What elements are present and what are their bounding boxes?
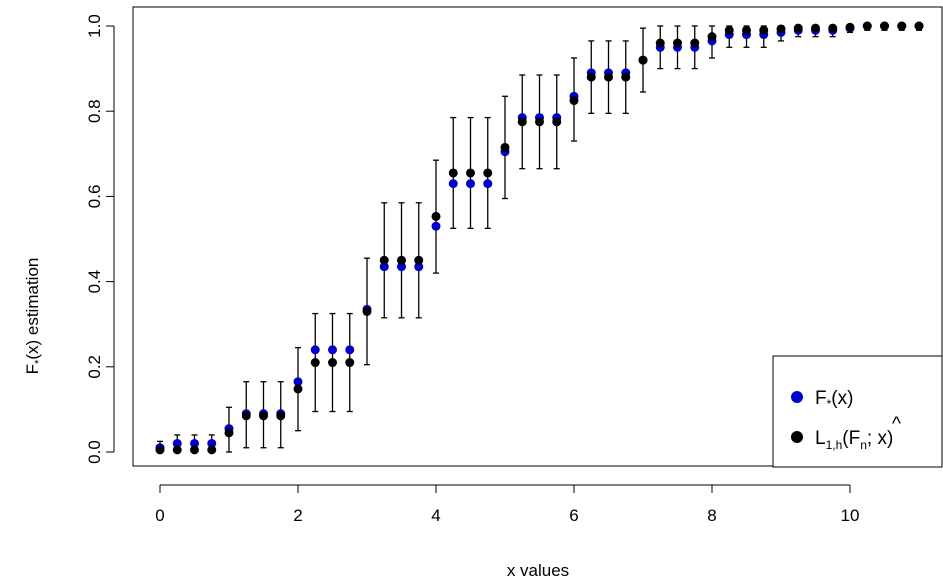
legend-box (772, 355, 943, 468)
legend-true-main: F (815, 388, 827, 409)
legend-est-n: n (860, 438, 867, 452)
y-tick-label: 0.8 (85, 99, 104, 123)
point-estimate (207, 445, 217, 455)
point-estimate (362, 306, 372, 316)
point-true (414, 262, 424, 272)
point-estimate (431, 211, 441, 221)
point-estimate (155, 445, 165, 455)
legend-marker-true (791, 391, 803, 403)
x-tick-label: 4 (431, 506, 440, 525)
point-true (293, 377, 303, 387)
y-axis-title-main: F (23, 364, 42, 374)
point-estimate (880, 21, 889, 31)
point-true (397, 262, 406, 272)
y-axis-title: F*(x) estimation (23, 258, 45, 375)
point-estimate (828, 23, 838, 33)
point-estimate (604, 72, 613, 82)
x-tick-label: 0 (155, 506, 164, 525)
point-estimate (172, 445, 182, 455)
x-tick-label: 2 (293, 506, 302, 525)
plot-frame (132, 6, 943, 467)
point-true (190, 438, 199, 448)
x-axis: 0 2 4 6 8 10 (155, 484, 860, 525)
x-axis-title: x values (507, 561, 569, 580)
point-estimate (724, 25, 734, 35)
legend-marker-estimate (791, 431, 803, 443)
point-true (448, 179, 458, 189)
point-estimate (259, 411, 268, 421)
point-estimate (345, 358, 355, 368)
point-estimate (552, 117, 562, 127)
y-tick-label: 1.0 (85, 14, 104, 38)
point-estimate (397, 255, 406, 265)
point-true (207, 438, 217, 448)
point-estimate (914, 21, 924, 31)
point-estimate (293, 384, 303, 394)
point-true (466, 179, 475, 189)
legend-label-estimate: L1,h(Fn; x) (815, 428, 893, 452)
point-estimate (500, 142, 510, 152)
point-estimate (310, 358, 320, 368)
legend-est-rest: ; x) (867, 428, 893, 449)
legend: F*(x) L1,h(Fn; x) ^ (772, 355, 943, 468)
y-tick-label: 0.2 (85, 355, 104, 379)
point-estimate (690, 38, 700, 48)
point-estimate (241, 411, 251, 421)
point-estimate (673, 38, 682, 48)
y-axis-title-sub: * (33, 359, 45, 364)
point-estimate (569, 96, 579, 106)
point-estimate (276, 411, 286, 421)
point-true (172, 438, 182, 448)
point-estimate (466, 168, 475, 178)
y-axis-title-rest: (x) estimation (23, 258, 42, 360)
point-true (345, 345, 355, 355)
point-estimate (862, 21, 872, 31)
x-tick-label: 6 (569, 506, 578, 525)
legend-label-true: F*(x) (815, 388, 853, 411)
point-true (310, 345, 320, 355)
legend-est-hat: ^ (892, 414, 901, 435)
y-tick-label: 0.0 (85, 440, 104, 464)
point-estimate (793, 23, 803, 33)
point-true (431, 221, 441, 231)
legend-est-main: L (815, 428, 826, 449)
point-estimate (190, 445, 199, 455)
point-estimate (638, 55, 648, 65)
point-estimate (759, 25, 769, 35)
point-estimate (621, 72, 631, 82)
point-true (483, 179, 493, 189)
point-estimate (707, 32, 717, 42)
point-true (379, 262, 389, 272)
point-estimate (897, 21, 907, 31)
y-tick-label: 0.4 (85, 270, 104, 294)
point-estimate (517, 117, 527, 127)
point-estimate (742, 25, 751, 35)
legend-est-sub: 1,h (826, 438, 843, 452)
y-axis: 0.0 0.2 0.4 0.6 0.8 1.0 (85, 14, 115, 464)
point-estimate (845, 22, 855, 32)
point-estimate (535, 117, 544, 127)
point-estimate (379, 255, 389, 265)
point-estimate (448, 168, 458, 178)
x-tick-label: 8 (707, 506, 716, 525)
point-estimate (655, 38, 665, 48)
series-estimate-points (155, 21, 924, 455)
point-estimate (483, 168, 493, 178)
point-estimate (328, 358, 337, 368)
point-estimate (776, 24, 786, 34)
legend-est-F: F (849, 428, 861, 449)
x-tick-label: 10 (841, 506, 860, 525)
point-true (328, 345, 337, 355)
point-estimate (586, 72, 596, 82)
legend-est-open: ( (842, 428, 849, 449)
y-tick-label: 0.6 (85, 185, 104, 209)
legend-true-sub: * (827, 397, 832, 411)
point-estimate (414, 255, 424, 265)
legend-true-rest: (x) (831, 388, 853, 409)
point-estimate (811, 23, 820, 33)
point-estimate (224, 428, 234, 438)
